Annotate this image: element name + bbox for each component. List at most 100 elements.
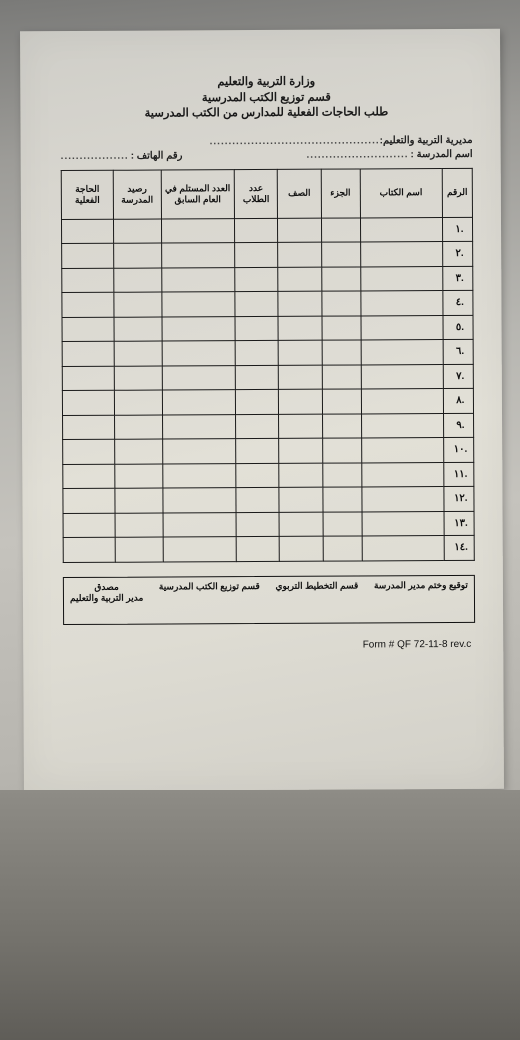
empty-cell: [162, 341, 236, 366]
empty-cell: [322, 389, 361, 414]
table-row: .١٢: [63, 486, 474, 513]
empty-cell: [361, 487, 443, 512]
empty-cell: [323, 487, 362, 512]
table-body: .١.٢.٣.٤.٥.٦.٧.٨.٩.١٠.١١.١٢.١٣.١٤: [61, 217, 474, 562]
table-row: .١٠: [63, 437, 474, 464]
row-number: .١١: [443, 462, 473, 487]
empty-cell: [279, 463, 322, 488]
empty-cell: [163, 537, 237, 562]
sig-approved-l2: مدير التربية والتعليم: [70, 593, 143, 605]
empty-cell: [322, 438, 361, 463]
empty-cell: [236, 414, 279, 439]
surface-below-paper: [0, 790, 520, 1040]
document-header: وزارة التربية والتعليم قسم توزيع الكتب ا…: [60, 74, 472, 123]
empty-cell: [278, 218, 321, 243]
empty-cell: [63, 537, 115, 562]
empty-cell: [161, 218, 235, 243]
sig-planning: قسم التخطيط التربوي: [275, 580, 358, 620]
empty-cell: [114, 317, 162, 342]
empty-cell: [235, 340, 278, 365]
empty-cell: [62, 341, 114, 366]
empty-cell: [322, 414, 361, 439]
table-row: .١١: [63, 462, 474, 489]
empty-cell: [61, 219, 113, 244]
empty-cell: [235, 267, 278, 292]
empty-cell: [113, 219, 161, 244]
books-request-table: الرقم اسم الكتاب الجزء الصف عدد الطلاب ا…: [61, 167, 475, 562]
document-content: وزارة التربية والتعليم قسم توزيع الكتب ا…: [20, 29, 503, 652]
directorate-label: مديرية التربية والتعليم:: [380, 134, 473, 145]
empty-cell: [362, 536, 444, 561]
empty-cell: [235, 291, 278, 316]
empty-cell: [62, 390, 114, 415]
field-school: اسم المدرسة : ..........................…: [306, 148, 472, 160]
empty-cell: [114, 366, 162, 391]
empty-cell: [62, 317, 114, 342]
row-number: .٣: [442, 266, 472, 291]
empty-cell: [322, 340, 361, 365]
empty-cell: [278, 316, 321, 341]
empty-cell: [279, 414, 322, 439]
sig-principal: توقيع وختم مدير المدرسة: [374, 579, 468, 619]
empty-cell: [114, 341, 162, 366]
empty-cell: [236, 463, 279, 488]
empty-cell: [114, 390, 162, 415]
empty-cell: [321, 242, 360, 267]
empty-cell: [361, 413, 443, 438]
empty-cell: [362, 511, 444, 536]
sig-distrib: قسم توزيع الكتب المدرسية: [159, 581, 260, 622]
table-row: .٧: [62, 364, 473, 391]
empty-cell: [63, 488, 115, 513]
empty-cell: [360, 217, 442, 242]
field-school-phone-row: اسم المدرسة : ..........................…: [61, 148, 473, 161]
empty-cell: [161, 243, 235, 268]
table-row: .٢: [62, 241, 473, 268]
empty-cell: [115, 464, 163, 489]
table-row: .٩: [63, 413, 474, 440]
empty-cell: [322, 316, 361, 341]
empty-cell: [161, 292, 235, 317]
empty-cell: [115, 537, 163, 562]
dots: ........................................…: [210, 135, 380, 147]
empty-cell: [235, 365, 278, 390]
empty-cell: [63, 464, 115, 489]
empty-cell: [278, 340, 321, 365]
empty-cell: [361, 438, 443, 463]
empty-cell: [62, 292, 114, 317]
col-header-students: عدد الطلاب: [234, 169, 278, 218]
col-header-balance: رصيد المدرسة: [113, 170, 161, 219]
table-row: .٨: [62, 388, 473, 415]
table-row: .٣: [62, 266, 473, 293]
empty-cell: [115, 513, 163, 538]
col-header-need: الحاجة الفعلية: [61, 170, 113, 219]
table-row: .١٤: [63, 535, 474, 562]
header-line-3: طلب الحاجات الفعلية للمدارس من الكتب الم…: [60, 105, 472, 123]
empty-cell: [323, 536, 362, 561]
empty-cell: [162, 390, 236, 415]
row-number: .١٣: [444, 511, 474, 536]
empty-cell: [115, 439, 163, 464]
field-phone: رقم الهاتف : ..................: [61, 150, 183, 162]
empty-cell: [161, 267, 235, 292]
row-number: .٨: [443, 388, 473, 413]
empty-cell: [280, 536, 323, 561]
empty-cell: [278, 267, 321, 292]
sig-approved: مصدق مدير التربية والتعليم: [70, 581, 144, 621]
empty-cell: [322, 463, 361, 488]
field-directorate: مديرية التربية والتعليم: ...............…: [61, 134, 473, 147]
empty-cell: [278, 242, 321, 267]
row-number: .١٠: [443, 437, 473, 462]
empty-cell: [321, 267, 360, 292]
col-header-grade: الصف: [278, 169, 322, 218]
row-number: .١٢: [444, 486, 474, 511]
row-number: .١: [442, 217, 472, 242]
empty-cell: [114, 415, 162, 440]
sig-approved-l1: مصدق: [70, 581, 143, 593]
empty-cell: [114, 243, 162, 268]
empty-cell: [361, 340, 443, 365]
empty-cell: [360, 266, 442, 291]
row-number: .٢: [442, 241, 472, 266]
empty-cell: [235, 242, 278, 267]
row-number: .٧: [443, 364, 473, 389]
empty-cell: [321, 218, 360, 243]
